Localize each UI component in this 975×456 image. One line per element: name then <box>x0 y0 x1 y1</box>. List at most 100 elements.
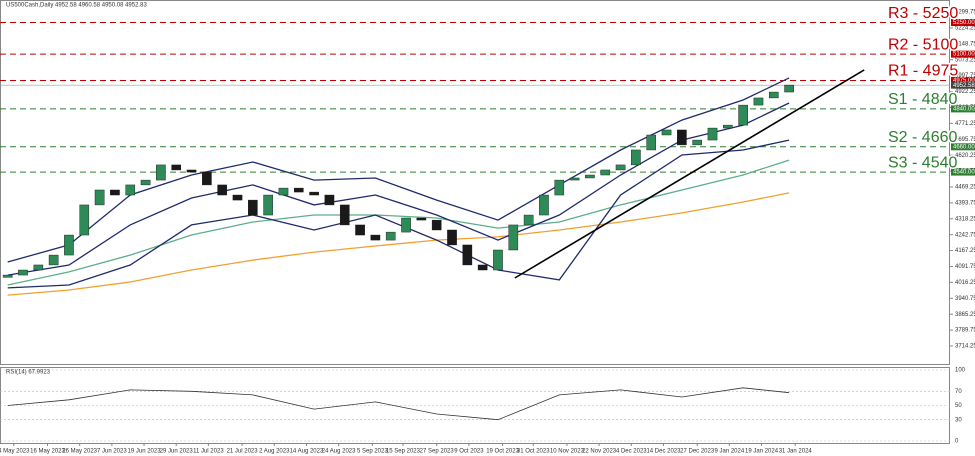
x-tick-label: 10 Nov 2023 <box>550 449 585 455</box>
level-box-label: 5250.00 <box>953 20 975 26</box>
level-box <box>951 143 975 151</box>
overlay-line <box>7 77 790 263</box>
y-tick-label: 4016.25 <box>955 280 975 286</box>
candle-body <box>248 199 258 216</box>
y-tick-label: 3865.25 <box>955 312 975 318</box>
candle-body <box>477 264 488 271</box>
overlay-line <box>7 102 790 276</box>
y-tick-label: 3940.75 <box>955 296 975 302</box>
candle-body <box>646 134 657 151</box>
x-tick-label: 19 Jun 2023 <box>128 449 162 455</box>
y-tick-label: 5073.25 <box>955 57 975 63</box>
candle-body <box>753 97 764 106</box>
overlay-line <box>7 159 790 286</box>
x-tick-label: 22 Nov 2023 <box>582 449 617 455</box>
candle-body <box>585 174 595 179</box>
candle-body <box>324 194 335 206</box>
chart-title: US500Cash,Daily 4952.58 4960.58 4950.08 … <box>6 3 147 9</box>
rsi-tick-label: 0 <box>955 439 959 445</box>
candle-body <box>569 177 580 181</box>
y-tick-label: 5224.25 <box>955 26 975 32</box>
rsi-tick-label: 70 <box>955 389 962 395</box>
y-tick-label: 4620.25 <box>955 153 975 159</box>
candle-body <box>554 179 565 196</box>
x-tick-label: 16 May 2023 <box>30 449 65 455</box>
candle-body <box>385 231 396 241</box>
y-tick-label: 3789.75 <box>955 328 975 334</box>
candle-body <box>293 187 304 193</box>
candle-body <box>493 249 503 271</box>
candle-body <box>447 229 457 246</box>
candle-body <box>600 169 611 176</box>
x-tick-label: 14 Dec 2023 <box>646 449 681 455</box>
rsi-title: RSI(14) 67.9923 <box>6 370 51 376</box>
x-tick-label: 29 Jun 2023 <box>160 449 194 455</box>
candle-body <box>309 191 319 196</box>
x-tick-label: 9 Jan 2024 <box>715 449 745 455</box>
candle-body <box>339 204 350 226</box>
candle-body <box>110 189 120 196</box>
x-tick-label: 27 Dec 2023 <box>680 449 715 455</box>
y-tick-label: 5148.75 <box>955 41 975 47</box>
x-tick-label: 4 May 2023 <box>0 449 30 455</box>
candle-body <box>707 127 718 141</box>
candle-body <box>263 194 273 216</box>
y-tick-label: 4091.75 <box>955 264 975 270</box>
candle-body <box>186 169 197 173</box>
candle-body <box>79 204 90 236</box>
y-tick-label: 4771.25 <box>955 121 975 127</box>
candle-body <box>539 194 549 216</box>
y-tick-label: 4242.75 <box>955 232 975 238</box>
candle-body <box>48 254 59 266</box>
y-tick-label: 4318.25 <box>955 216 975 222</box>
y-tick-label: 4695.75 <box>955 137 975 143</box>
y-tick-label: 5299.75 <box>955 10 975 16</box>
rsi-line <box>7 387 790 421</box>
rsi-panel <box>0 367 950 444</box>
x-tick-label: 19 Jan 2024 <box>745 449 779 455</box>
x-tick-label: 2 Aug 2023 <box>259 449 290 455</box>
candle-body <box>156 164 166 181</box>
x-tick-label: 4 Dec 2023 <box>616 449 647 455</box>
level-box <box>951 19 975 27</box>
overlay-line <box>7 192 790 296</box>
candle-body <box>94 189 105 206</box>
level-box-label: 4660.00 <box>953 144 975 150</box>
candle-body <box>171 164 182 171</box>
x-tick-label: 21 Jul 2023 <box>227 449 259 455</box>
level-box-label: 4540.00 <box>953 170 975 176</box>
candle-body <box>661 129 672 136</box>
candle-body <box>615 164 626 171</box>
candle-body <box>523 214 534 226</box>
y-tick-label: 4167.25 <box>955 248 975 254</box>
level-box-label: 5100.00 <box>953 52 975 58</box>
candle-body <box>738 104 748 126</box>
candle-body <box>202 171 212 186</box>
candle-body <box>768 91 779 99</box>
candle-body <box>355 224 365 236</box>
candle-body <box>140 179 151 186</box>
x-tick-label: 5 Sep 2023 <box>357 449 388 455</box>
last-price-label: 4952.58 <box>953 83 975 89</box>
candle-body <box>677 129 687 146</box>
last-price-box <box>951 81 975 89</box>
x-tick-label: 14 Aug 2023 <box>290 449 324 455</box>
candle-body <box>33 264 44 271</box>
candle-body <box>2 274 13 278</box>
candle-body <box>232 194 243 201</box>
candle-body <box>462 244 473 266</box>
trendline <box>514 69 865 279</box>
y-tick-label: 3714.25 <box>955 344 975 350</box>
x-tick-label: 7 Jun 2023 <box>97 449 127 455</box>
level-box-label: 4840.00 <box>953 106 975 112</box>
y-tick-label: 4922.25 <box>955 89 975 95</box>
x-tick-label: 24 Aug 2023 <box>322 449 356 455</box>
level-box <box>951 168 975 176</box>
y-tick-label: 4469.25 <box>955 185 975 191</box>
candle-body <box>508 224 519 251</box>
x-tick-label: 27 Sep 2023 <box>420 449 455 455</box>
price-panel <box>0 0 950 365</box>
level-label: R3 - 5250 <box>888 5 958 22</box>
level-label: S2 - 4660 <box>888 129 957 146</box>
